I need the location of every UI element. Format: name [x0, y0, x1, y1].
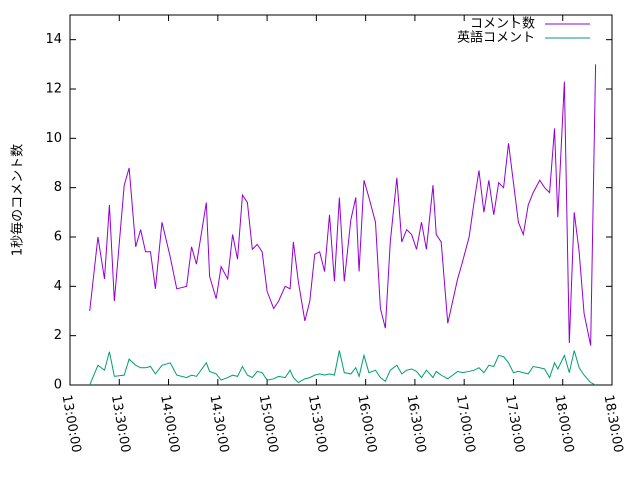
series-line [89, 350, 596, 386]
x-tick-label: 13:00:00 [59, 394, 84, 454]
legend-label: 英語コメント [457, 30, 535, 46]
y-tick-label: 14 [45, 32, 62, 47]
series-line [89, 64, 597, 346]
y-tick-label: 4 [54, 279, 62, 294]
x-tick-label: 16:00:00 [354, 394, 379, 454]
y-tick-label: 0 [54, 378, 62, 393]
y-tick-label: 2 [54, 328, 62, 343]
legend-label: コメント数 [470, 17, 535, 32]
x-tick-label: 16:30:00 [404, 394, 429, 454]
y-tick-label: 10 [45, 131, 62, 146]
x-tick-label: 15:30:00 [305, 394, 330, 454]
x-tick-label: 18:00:00 [551, 394, 576, 454]
plot-frame [69, 14, 613, 386]
x-tick-label: 15:00:00 [256, 394, 281, 454]
x-tick-label: 14:30:00 [206, 394, 231, 454]
y-tick-label: 8 [54, 180, 62, 195]
x-tick-label: 13:30:00 [108, 394, 133, 454]
x-tick-label: 17:30:00 [502, 394, 527, 454]
x-tick-label: 14:00:00 [157, 394, 182, 454]
x-tick-label: 18:30:00 [601, 394, 626, 454]
y-axis-label: 1秒毎のコメント数 [10, 144, 26, 256]
y-tick-label: 6 [54, 230, 62, 245]
x-tick-label: 17:00:00 [453, 394, 478, 454]
y-tick-label: 12 [45, 82, 62, 97]
